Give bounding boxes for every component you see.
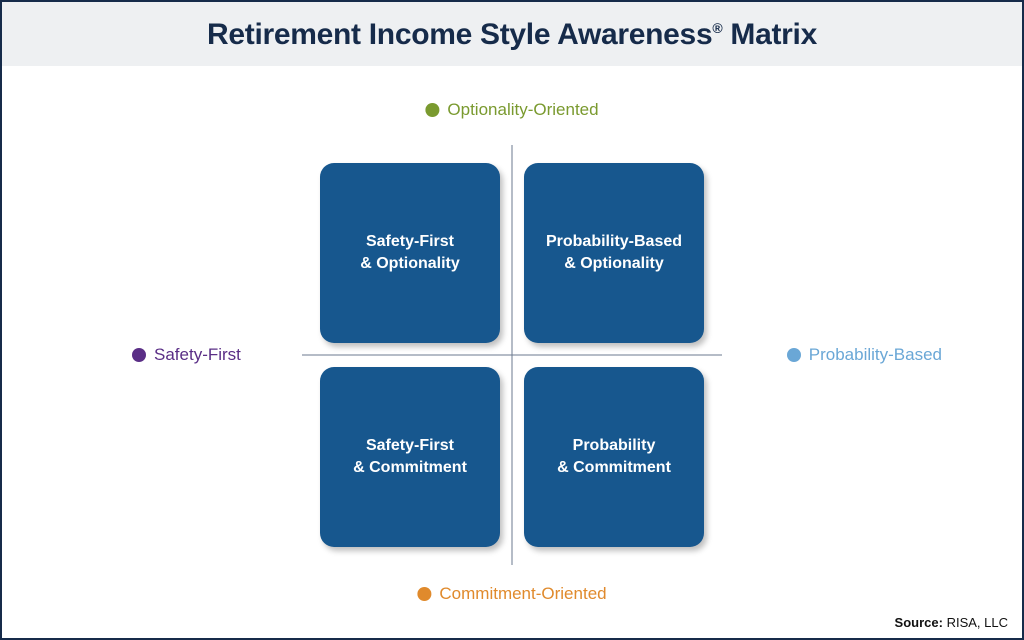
diagram-frame: Retirement Income Style Awareness® Matri… bbox=[0, 0, 1024, 640]
quadrant-top-right: Probability-Based & Optionality bbox=[524, 163, 704, 343]
dot-icon bbox=[425, 103, 439, 117]
quadrant-matrix: Safety-First & Optionality Probability-B… bbox=[316, 159, 708, 551]
source-label: Source: bbox=[895, 615, 943, 630]
axis-label-top: Optionality-Oriented bbox=[425, 100, 598, 120]
dot-icon bbox=[417, 587, 431, 601]
quad-tr-line2: & Optionality bbox=[564, 255, 664, 272]
quad-br-line1: Probability bbox=[573, 437, 656, 454]
axis-bottom-text: Commitment-Oriented bbox=[439, 584, 606, 604]
source-value: RISA, LLC bbox=[947, 615, 1008, 630]
title-post: Matrix bbox=[722, 18, 817, 51]
registered-mark: ® bbox=[712, 20, 722, 36]
quad-bl-line2: & Commitment bbox=[353, 459, 467, 476]
quad-br-line2: & Commitment bbox=[557, 459, 671, 476]
dot-icon bbox=[787, 348, 801, 362]
title-bar: Retirement Income Style Awareness® Matri… bbox=[2, 2, 1022, 66]
axis-right-text: Probability-Based bbox=[809, 345, 942, 365]
canvas: Optionality-Oriented Commitment-Oriented… bbox=[2, 72, 1022, 638]
source-attribution: Source: RISA, LLC bbox=[895, 615, 1008, 630]
axis-left-text: Safety-First bbox=[154, 345, 241, 365]
quadrant-bottom-right: Probability & Commitment bbox=[524, 367, 704, 547]
quad-tl-line2: & Optionality bbox=[360, 255, 460, 272]
axis-label-bottom: Commitment-Oriented bbox=[417, 584, 606, 604]
axis-label-right: Probability-Based bbox=[787, 345, 942, 365]
quad-tl-line1: Safety-First bbox=[366, 233, 454, 250]
page-title: Retirement Income Style Awareness® Matri… bbox=[22, 18, 1002, 52]
quad-bl-line1: Safety-First bbox=[366, 437, 454, 454]
quadrant-bottom-left: Safety-First & Commitment bbox=[320, 367, 500, 547]
dot-icon bbox=[132, 348, 146, 362]
axis-vertical-line bbox=[512, 145, 513, 565]
quadrant-top-left: Safety-First & Optionality bbox=[320, 163, 500, 343]
title-pre: Retirement Income Style Awareness bbox=[207, 18, 712, 51]
axis-top-text: Optionality-Oriented bbox=[447, 100, 598, 120]
quad-tr-line1: Probability-Based bbox=[546, 233, 682, 250]
axis-label-left: Safety-First bbox=[132, 345, 241, 365]
